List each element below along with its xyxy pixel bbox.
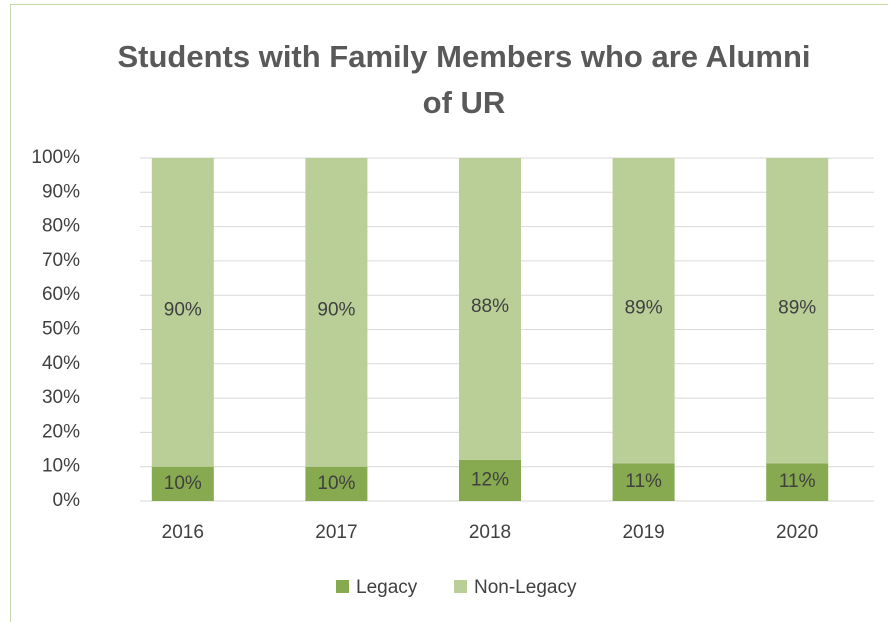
value-label: 88%: [471, 296, 509, 317]
value-label: 90%: [317, 299, 355, 320]
y-tick-label: 70%: [42, 250, 80, 271]
y-tick-label: 40%: [42, 353, 80, 374]
value-label: 10%: [317, 473, 355, 494]
y-tick-label: 80%: [42, 216, 80, 237]
value-label: 11%: [779, 471, 816, 492]
value-label: 12%: [471, 469, 509, 490]
y-tick-label: 90%: [42, 181, 80, 202]
bar-segment: [612, 158, 675, 464]
legend-label: Legacy: [356, 577, 418, 598]
x-tick-label: 2017: [315, 522, 357, 543]
x-tick-label: 2020: [776, 522, 818, 543]
y-tick-label: 0%: [53, 490, 81, 511]
bar-segment: [612, 463, 675, 501]
y-tick-label: 10%: [42, 456, 80, 477]
bar-segment: [766, 158, 829, 464]
chart-title: Students with Family Members who are Alu…: [117, 39, 811, 120]
value-label: 10%: [164, 473, 202, 494]
value-label: 90%: [164, 299, 202, 320]
legend-swatch: [454, 580, 467, 593]
bar-segment: [459, 459, 521, 501]
bar-segment: [151, 466, 214, 501]
y-tick-label: 60%: [42, 284, 80, 305]
value-label: 89%: [625, 298, 663, 319]
y-tick-label: 100%: [31, 147, 80, 168]
y-tick-label: 50%: [42, 319, 80, 340]
chart-frame: [10, 4, 888, 622]
bar-segment: [459, 158, 521, 460]
x-tick-label: 2019: [622, 522, 664, 543]
y-tick-label: 20%: [42, 421, 80, 442]
legend-label: Non-Legacy: [474, 577, 577, 598]
legend-swatch: [336, 580, 349, 593]
bar-segment: [305, 466, 368, 501]
value-label: 89%: [778, 298, 816, 319]
y-tick-label: 30%: [42, 387, 80, 408]
x-tick-label: 2018: [469, 522, 511, 543]
value-label: 11%: [625, 471, 662, 492]
bar-segment: [305, 158, 368, 467]
x-tick-label: 2016: [162, 522, 204, 543]
bar-segment: [766, 463, 829, 501]
bar-segment: [151, 158, 214, 467]
